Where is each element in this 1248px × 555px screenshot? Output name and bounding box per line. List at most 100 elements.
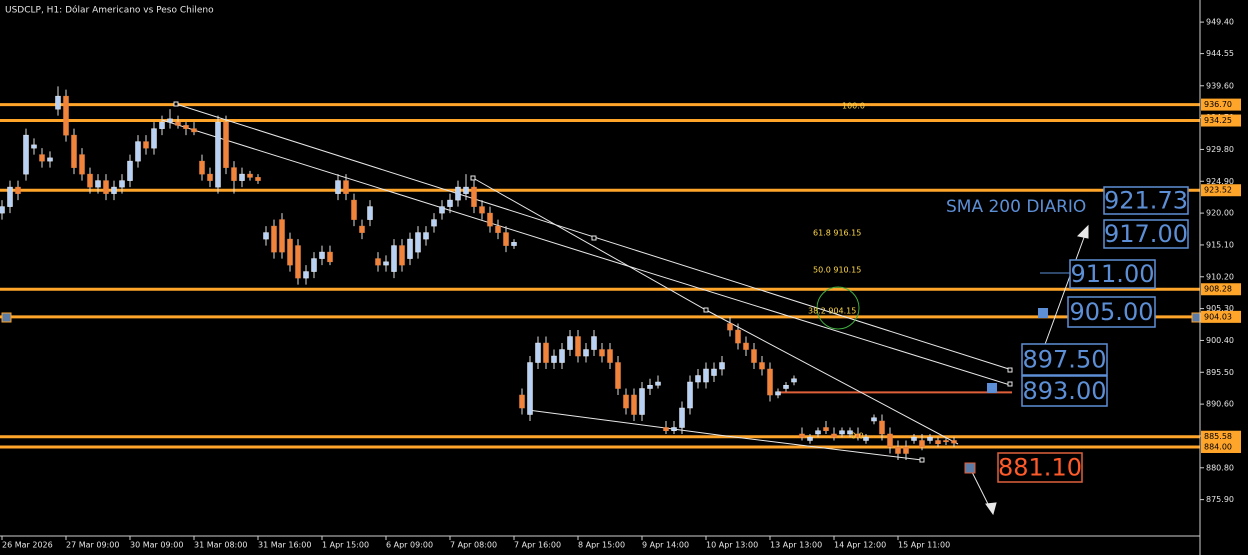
candle-body xyxy=(343,180,349,194)
y-tick-label: 895.50 xyxy=(1206,368,1234,377)
candle-body xyxy=(55,95,61,110)
candle-body xyxy=(767,368,773,396)
candle-body xyxy=(47,157,53,162)
candle-body xyxy=(95,180,101,188)
target-label: 881.10 xyxy=(998,454,1082,482)
candle-body xyxy=(663,427,669,431)
x-tick-label: 31 Mar 08:00 xyxy=(194,541,247,550)
target-box xyxy=(1103,219,1189,249)
marker xyxy=(1,312,12,323)
target-box xyxy=(997,452,1083,483)
y-tick-label: 900.40 xyxy=(1206,336,1234,345)
candle-body xyxy=(311,258,317,272)
y-tick-label: 915.10 xyxy=(1206,240,1234,249)
candle-body xyxy=(167,118,173,123)
candle-body xyxy=(751,349,757,363)
target-label: 893.00 xyxy=(1023,377,1107,405)
sma-label: SMA 200 DIARIO xyxy=(946,197,1086,217)
candle-body xyxy=(255,177,261,181)
handle xyxy=(1007,381,1013,387)
candle-body xyxy=(247,173,253,178)
candle-body xyxy=(623,394,629,409)
candle-body xyxy=(855,433,861,438)
candle-body xyxy=(31,144,37,149)
candle-body xyxy=(399,245,405,266)
candle-body xyxy=(887,433,893,448)
target-label: 917.00 xyxy=(1104,220,1188,248)
axes: 949.40944.55939.60934.70929.80924.90920.… xyxy=(1,18,1241,550)
x-tick-label: 6 Apr 09:00 xyxy=(386,541,433,550)
candle-body xyxy=(687,381,693,409)
candle-body xyxy=(527,362,533,415)
candle-body xyxy=(103,180,109,194)
level-tag xyxy=(1201,283,1241,296)
level-label: 884.00 xyxy=(1204,442,1232,451)
candle-body xyxy=(551,355,557,363)
candle-body xyxy=(271,225,277,253)
candle-body xyxy=(359,225,365,233)
level-tag xyxy=(1201,310,1241,323)
handle xyxy=(591,235,597,241)
candle-body xyxy=(447,199,453,207)
y-tick-label: 875.90 xyxy=(1206,495,1234,504)
candle-body xyxy=(87,173,93,188)
target-box xyxy=(1021,343,1108,376)
x-tick-label: 13 Apr 13:00 xyxy=(770,541,822,550)
x-tick-label: 27 Mar 09:00 xyxy=(66,541,119,550)
level-label: 885.58 xyxy=(1204,432,1232,441)
candle-body xyxy=(119,180,125,188)
marker xyxy=(1038,308,1048,318)
y-tick-label: 929.80 xyxy=(1206,145,1234,154)
levels xyxy=(0,103,1200,449)
level-tag xyxy=(1201,114,1241,127)
candle-body xyxy=(407,238,413,259)
candle-body xyxy=(79,154,85,175)
candle-body xyxy=(479,206,485,214)
candle-body xyxy=(503,232,509,246)
candle-body xyxy=(871,417,877,422)
level-label: 923.52 xyxy=(1204,186,1232,195)
candle-body xyxy=(951,440,957,444)
candle-body xyxy=(391,245,397,272)
candle-body xyxy=(135,141,141,162)
target-box xyxy=(1021,375,1108,407)
candle-body xyxy=(567,336,573,350)
candle-body xyxy=(279,219,285,253)
candle-body xyxy=(759,362,765,370)
candle-body xyxy=(775,391,781,396)
candle-body xyxy=(111,186,117,194)
arrow-line xyxy=(971,471,991,509)
candle-body xyxy=(295,245,301,279)
fib-labels: 100.0 61.8 916.15 50.0 910.15 38.2 904.1… xyxy=(808,102,865,441)
target-box xyxy=(1103,186,1189,215)
candle-body xyxy=(15,186,21,194)
candle-body xyxy=(71,134,77,168)
candle-body xyxy=(215,121,221,188)
level-tag xyxy=(1201,98,1241,111)
y-tick-label: 920.00 xyxy=(1206,209,1234,218)
x-tick-label: 26 Mar 2026 xyxy=(2,541,53,550)
level-label: 908.28 xyxy=(1204,285,1232,294)
candle-body xyxy=(719,362,725,370)
candle-body xyxy=(535,342,541,363)
level-label: 934.25 xyxy=(1204,116,1232,125)
candle-body xyxy=(575,336,581,357)
target-label: 911.00 xyxy=(1071,260,1155,288)
level-label: 936.70 xyxy=(1204,100,1232,109)
candle-body xyxy=(895,446,901,454)
level-tag xyxy=(1201,184,1241,197)
candle-body xyxy=(327,251,333,263)
candle-body xyxy=(239,173,245,181)
y-tick-label: 924.90 xyxy=(1206,177,1234,186)
y-tick-label: 890.60 xyxy=(1206,400,1234,409)
candle-body xyxy=(519,394,525,409)
candle-body xyxy=(375,258,381,266)
level-tag xyxy=(1201,440,1241,453)
candle-body xyxy=(783,385,789,389)
candle-body xyxy=(39,154,45,162)
target-box xyxy=(1067,296,1156,328)
x-tick-label: 8 Apr 15:00 xyxy=(578,541,625,550)
y-tick-label: 905.30 xyxy=(1206,304,1234,313)
